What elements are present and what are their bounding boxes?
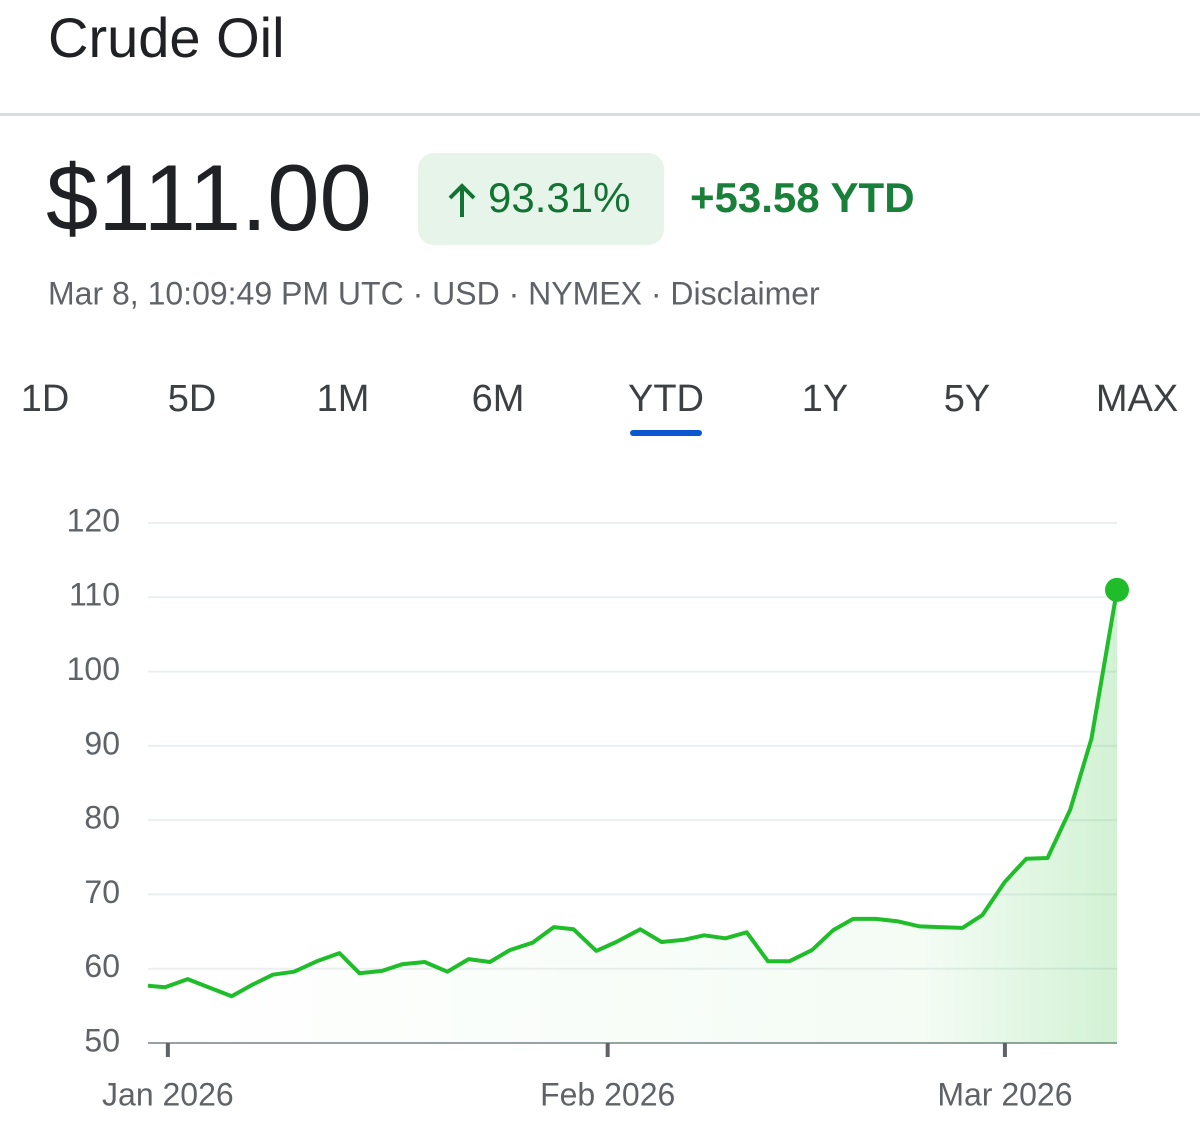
y-tick-label: 70: [84, 874, 120, 910]
x-tick-label: Jan 2026: [102, 1076, 234, 1112]
y-tick-label: 110: [69, 577, 120, 613]
change-absolute: +53.58 YTD: [690, 174, 915, 221]
last-point: [1105, 577, 1129, 602]
subline: Mar 8, 10:09:49 PM UTC · USD · NYMEX · D…: [48, 275, 820, 311]
tab[interactable]: 1M: [317, 378, 370, 420]
tab-underline: [630, 430, 702, 436]
price-line: [147, 589, 1119, 999]
tab[interactable]: 5Y: [944, 378, 990, 420]
tab[interactable]: YTD: [628, 378, 704, 420]
tab[interactable]: 5D: [168, 378, 217, 420]
y-tick-label: 60: [84, 948, 120, 984]
tab[interactable]: MAX: [1096, 378, 1178, 420]
x-tick-label: Feb 2026: [540, 1076, 675, 1112]
tabs: 1D 5D 1M 6M YTD 1Y 5Y MAX: [21, 378, 1178, 436]
price: $111.00: [46, 145, 372, 250]
tab[interactable]: 6M: [472, 378, 525, 420]
up-arrow-icon: [448, 183, 476, 217]
x-tick-label: Mar 2026: [937, 1076, 1072, 1112]
area: [148, 589, 1117, 1043]
y-tick-label: 120: [67, 502, 120, 538]
y-tick-label: 50: [84, 1022, 120, 1058]
change-badge: [418, 153, 664, 245]
y-tick-label: 100: [67, 651, 120, 687]
tab[interactable]: 1D: [21, 378, 70, 420]
change-percent: 93.31%: [488, 174, 630, 221]
divider: [0, 113, 1200, 116]
tab[interactable]: 1Y: [802, 378, 848, 420]
chart: 50 60 70 80 90 100 110 120 Jan 2026 Feb 2026 Mar 2…: [67, 502, 1129, 1112]
y-tick-label: 80: [84, 800, 120, 836]
y-tick-label: 90: [84, 725, 120, 761]
title: Crude Oil: [48, 6, 285, 69]
